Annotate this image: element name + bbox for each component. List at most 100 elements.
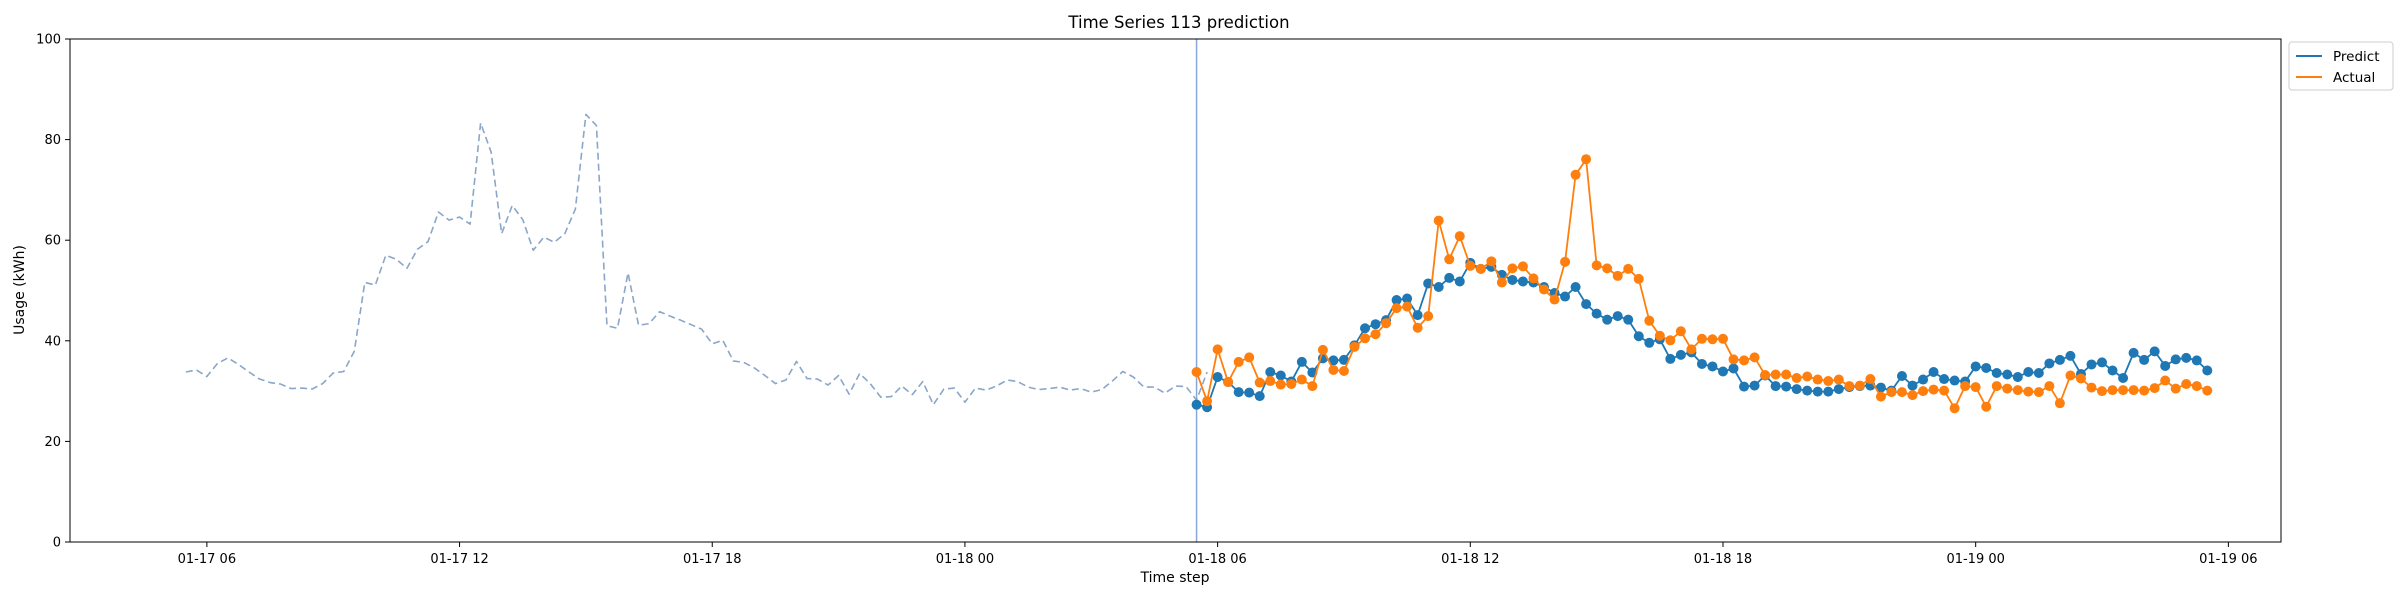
actual-point: [1739, 355, 1750, 366]
predict-point: [1812, 386, 1823, 397]
predict-point: [1644, 337, 1655, 348]
predict-point: [1433, 281, 1444, 292]
x-axis-label: Time step: [1140, 570, 1210, 586]
actual-point: [1865, 374, 1876, 385]
actual-point: [1465, 260, 1476, 271]
actual-point: [1391, 303, 1402, 314]
actual-point: [1317, 344, 1328, 355]
predict-point: [1254, 391, 1265, 402]
x-tick-label: 01-19 00: [1946, 552, 2004, 567]
predict-point: [1244, 387, 1255, 398]
actual-point: [1402, 301, 1413, 312]
x-tick-label: 01-18 06: [1188, 552, 1246, 567]
actual-point: [1307, 381, 1318, 392]
actual-point: [1896, 387, 1907, 398]
predict-point: [1665, 353, 1676, 364]
actual-point: [1802, 371, 1813, 382]
predict-point: [1696, 358, 1707, 369]
actual-point: [1875, 391, 1886, 402]
predict-point: [1328, 355, 1339, 366]
predict-point: [1928, 366, 1939, 377]
actual-point: [1275, 379, 1286, 390]
predict-point: [1402, 293, 1413, 304]
actual-point: [1549, 294, 1560, 305]
predict-point: [1338, 354, 1349, 365]
actual-point: [1749, 352, 1760, 363]
predict-point: [2191, 355, 2202, 366]
predict-point: [1749, 380, 1760, 391]
predict-point: [1939, 374, 1950, 385]
predict-point: [1781, 381, 1792, 392]
predict-point: [1896, 371, 1907, 382]
actual-point: [1591, 260, 1602, 271]
x-tick-label: 01-17 12: [430, 552, 488, 567]
actual-point: [1717, 333, 1728, 344]
predict-point: [1802, 385, 1813, 396]
actual-point: [1212, 344, 1223, 355]
predict-point: [1981, 362, 1992, 373]
predict-point: [1770, 381, 1781, 392]
predict-point: [1412, 310, 1423, 321]
x-axis: 01-17 06 01-17 12 01-17 18 01-18 00 01-18 06…: [178, 542, 2258, 567]
actual-point: [1960, 381, 1971, 392]
predict-point: [1633, 331, 1644, 342]
actual-point: [1433, 215, 1444, 226]
predict-point: [1728, 363, 1739, 374]
predict-point: [1823, 386, 1834, 397]
actual-point: [2054, 398, 2065, 409]
predict-point: [1444, 272, 1455, 283]
actual-point: [1665, 335, 1676, 346]
actual-point: [2075, 373, 2086, 384]
actual-point: [1633, 273, 1644, 284]
actual-point: [1686, 344, 1697, 355]
actual-point: [1696, 333, 1707, 344]
predict-point: [2044, 358, 2055, 369]
actual-point: [1528, 273, 1539, 284]
predict-point: [1233, 387, 1244, 398]
predict-point: [1581, 299, 1592, 310]
predict-point: [2202, 365, 2213, 376]
actual-point: [1202, 396, 1213, 407]
predict-point: [1875, 382, 1886, 393]
actual-point: [1781, 369, 1792, 380]
actual-point: [2139, 385, 2150, 396]
actual-point: [1338, 365, 1349, 376]
predict-point: [2097, 357, 2108, 368]
actual-point: [1918, 386, 1929, 397]
predict-point: [2170, 354, 2181, 365]
actual-point: [1444, 254, 1455, 265]
predict-point: [2118, 373, 2129, 384]
actual-point: [1949, 403, 1960, 414]
actual-point: [2160, 375, 2171, 386]
x-tick-label: 01-17 06: [178, 552, 236, 567]
actual-point: [1612, 270, 1623, 281]
plot-area: [185, 39, 2213, 542]
actual-point: [1233, 356, 1244, 367]
actual-point: [1560, 256, 1571, 267]
actual-point: [1286, 379, 1297, 390]
predict-point: [1296, 356, 1307, 367]
actual-point: [2107, 385, 2118, 396]
actual-point: [1602, 263, 1613, 274]
actual-point: [1823, 376, 1834, 387]
actual-point: [2191, 381, 2202, 392]
y-tick-label: 0: [53, 536, 61, 551]
actual-point: [1812, 374, 1823, 385]
plot-frame: [69, 38, 2282, 543]
predict-point: [2012, 372, 2023, 383]
predict-point: [1623, 314, 1634, 325]
predict-point: [1191, 399, 1202, 410]
predict-point: [1591, 308, 1602, 319]
predict-point: [1275, 370, 1286, 381]
x-tick-label: 01-18 00: [936, 552, 994, 567]
actual-point: [1328, 364, 1339, 375]
actual-point: [1886, 387, 1897, 398]
predict-point: [2054, 354, 2065, 365]
predict-point: [1454, 276, 1465, 287]
actual-point: [2149, 383, 2160, 394]
y-tick-label: 20: [44, 435, 61, 450]
actual-point: [1223, 377, 1234, 388]
actual-point: [1854, 380, 1865, 391]
actual-point: [1517, 261, 1528, 272]
